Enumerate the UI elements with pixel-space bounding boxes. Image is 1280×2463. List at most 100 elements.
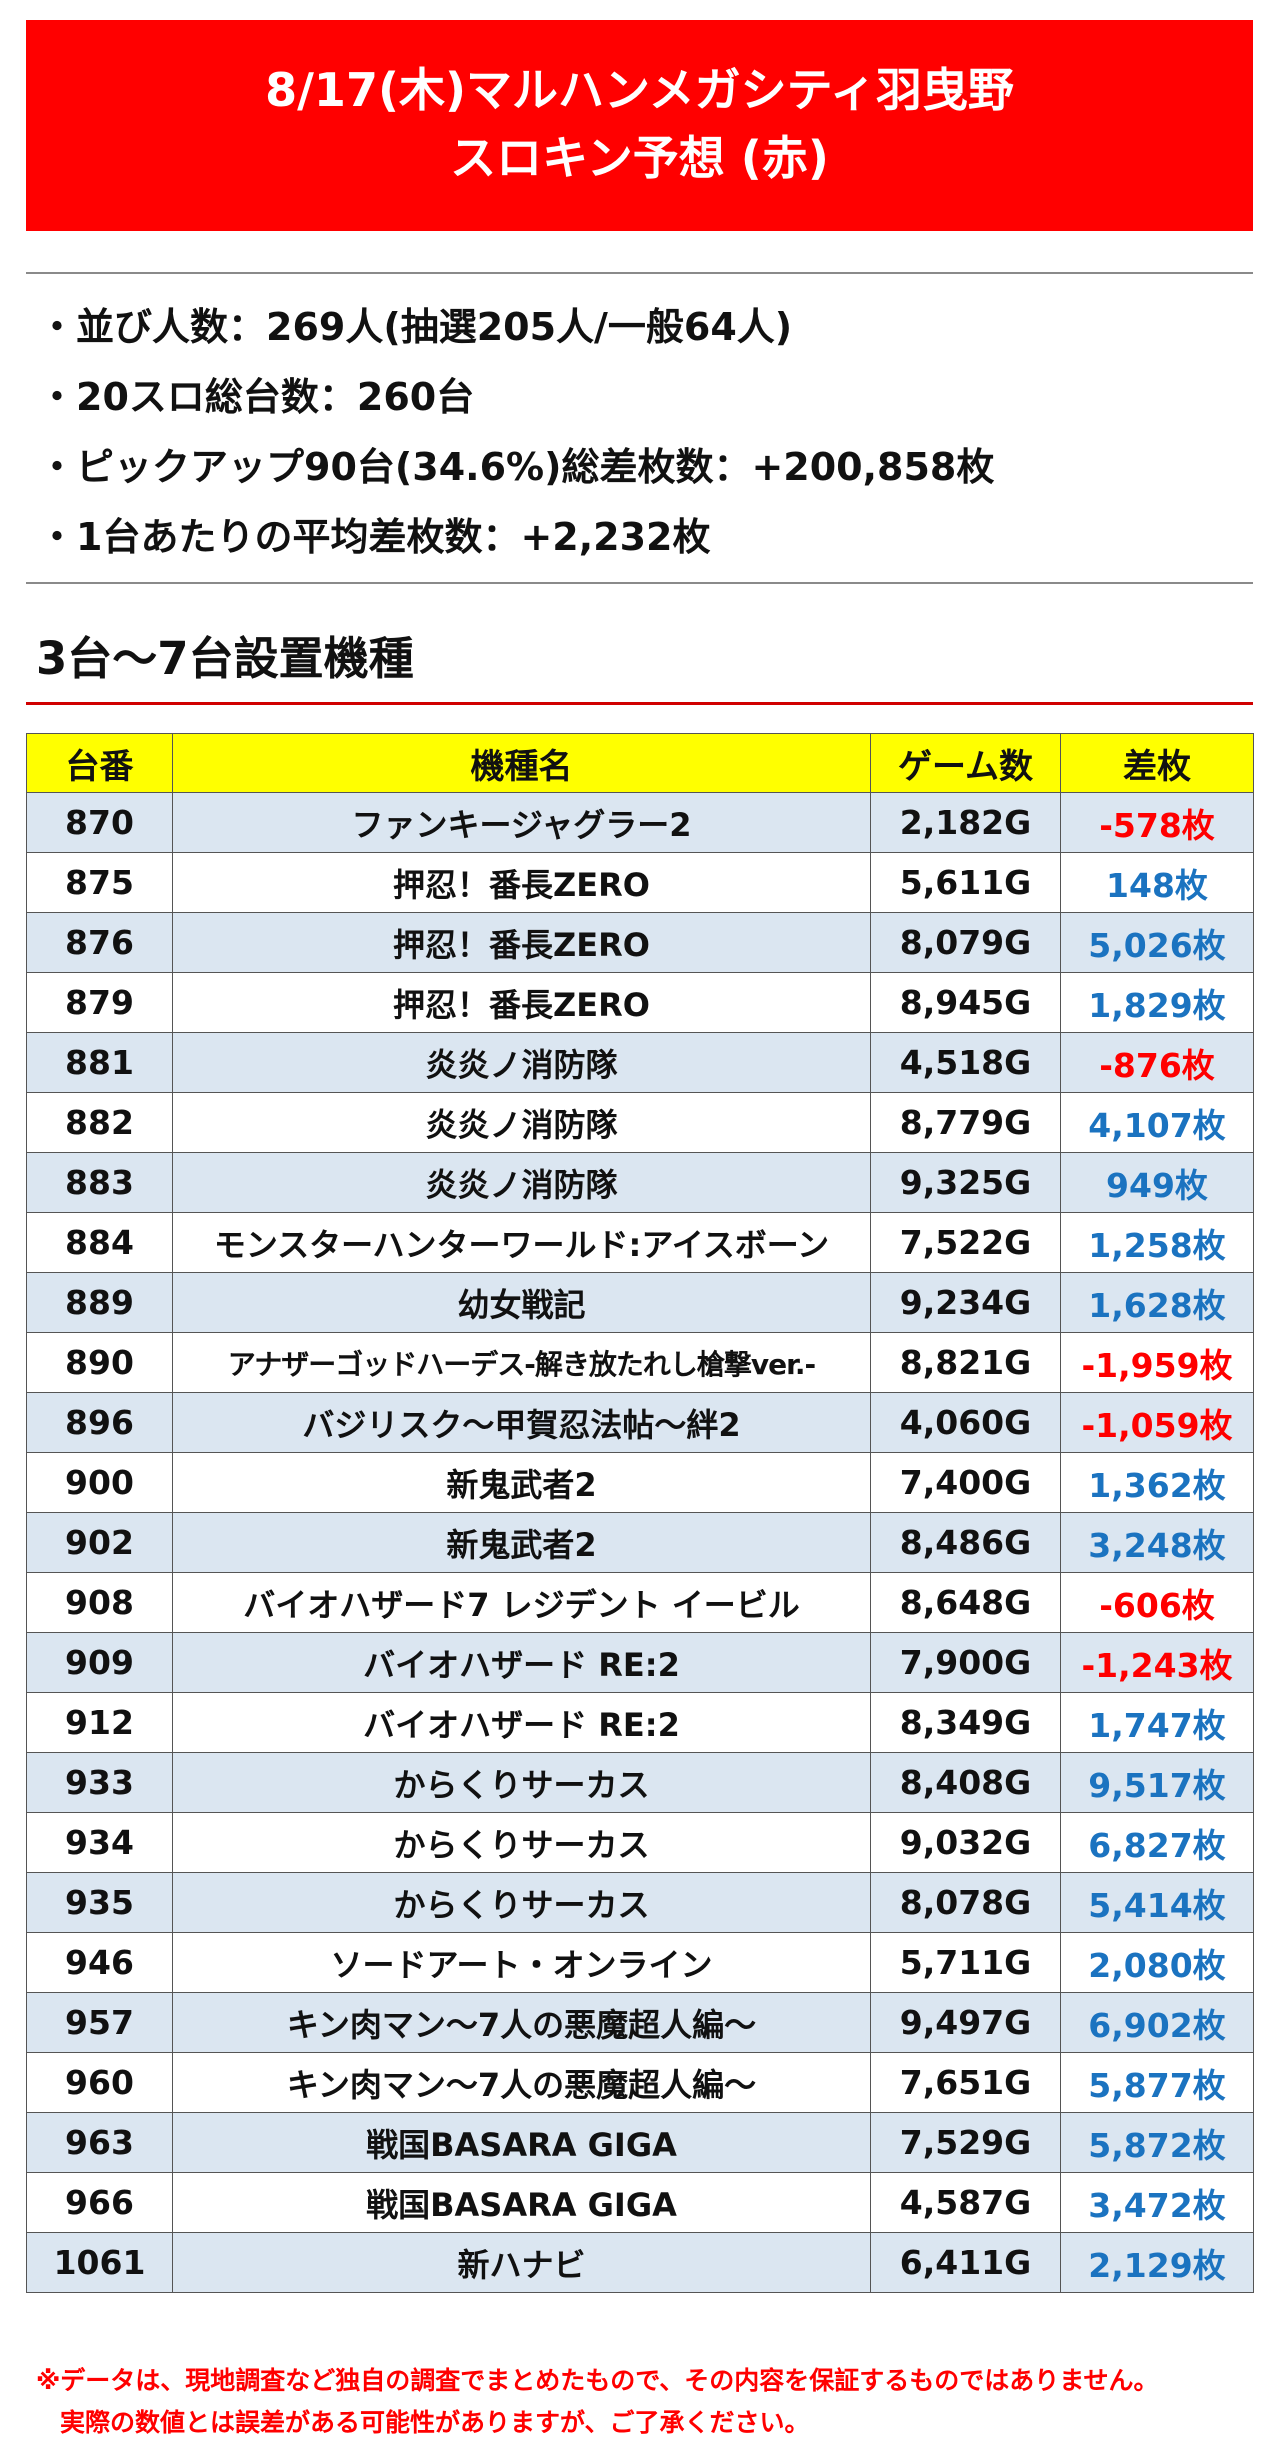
cell-number: 902 [26, 1512, 173, 1573]
cell-games: 9,497G [870, 1992, 1061, 2053]
table-row: 934 からくりサーカス 9,032G 6,827枚 [26, 1812, 1254, 1873]
cell-number: 890 [26, 1332, 173, 1393]
summary-pickup-diff: ・ピックアップ90台(34.6%)総差枚数：+200,858枚 [38, 445, 995, 489]
cell-number: 875 [26, 852, 173, 913]
table-row: 900 新鬼武者2 7,400G 1,362枚 [26, 1452, 1254, 1513]
header-games: ゲーム数 [870, 733, 1061, 793]
table-row: 896 バジリスク～甲賀忍法帖～絆2 4,060G -1,059枚 [26, 1392, 1254, 1453]
cell-machine-name: 戦国BASARA GIGA [172, 2112, 871, 2173]
cell-machine-name: 押忍！番長ZERO [172, 912, 871, 973]
cell-machine-name: ソードアート・オンライン [172, 1932, 871, 1993]
disclaimer-line-2: 実際の数値とは誤差がある可能性がありますが、ご了承ください。 [60, 2408, 810, 2437]
cell-machine-name: アナザーゴッドハーデス-解き放たれし槍撃ver.- [172, 1332, 871, 1393]
section-title: 3台～7台設置機種 [36, 632, 414, 685]
cell-diff: 6,902枚 [1060, 1992, 1254, 2053]
cell-machine-name: バイオハザード RE:2 [172, 1632, 871, 1693]
cell-games: 4,060G [870, 1392, 1061, 1453]
summary-total-machines: ・20スロ総台数：260台 [38, 375, 475, 419]
header-diff: 差枚 [1060, 733, 1254, 793]
cell-machine-name: ファンキージャグラー2 [172, 792, 871, 853]
cell-machine-name: 炎炎ノ消防隊 [172, 1032, 871, 1093]
page-title: 8/17(木)マルハンメガシティ羽曳野 [265, 63, 1014, 117]
cell-diff: 1,829枚 [1060, 972, 1254, 1033]
table-row: 960 キン肉マン～7人の悪魔超人編～ 7,651G 5,877枚 [26, 2052, 1254, 2113]
cell-games: 8,079G [870, 912, 1061, 973]
cell-number: 908 [26, 1572, 173, 1633]
cell-machine-name: キン肉マン～7人の悪魔超人編～ [172, 1992, 871, 2053]
cell-games: 4,518G [870, 1032, 1061, 1093]
cell-diff: 3,472枚 [1060, 2172, 1254, 2233]
table-row: 909 バイオハザード RE:2 7,900G -1,243枚 [26, 1632, 1254, 1693]
summary-average-diff: ・1台あたりの平均差枚数：+2,232枚 [38, 515, 711, 559]
table-row: 957 キン肉マン～7人の悪魔超人編～ 9,497G 6,902枚 [26, 1992, 1254, 2053]
cell-diff: 4,107枚 [1060, 1092, 1254, 1153]
cell-diff: 5,872枚 [1060, 2112, 1254, 2173]
cell-games: 2,182G [870, 792, 1061, 853]
header-number: 台番 [26, 733, 173, 793]
cell-machine-name: からくりサーカス [172, 1812, 871, 1873]
table-body: 870 ファンキージャグラー2 2,182G -578枚 875 押忍！番長ZERO 5,6… [26, 792, 1254, 2293]
cell-machine-name: 新鬼武者2 [172, 1452, 871, 1513]
cell-diff: 1,747枚 [1060, 1692, 1254, 1753]
cell-machine-name: 戦国BASARA GIGA [172, 2172, 871, 2233]
cell-number: 876 [26, 912, 173, 973]
cell-diff: 5,414枚 [1060, 1872, 1254, 1933]
page-subtitle: スロキン予想 (赤) [450, 131, 829, 185]
cell-games: 8,078G [870, 1872, 1061, 1933]
cell-machine-name: モンスターハンターワールド:アイスボーン [172, 1212, 871, 1273]
divider-top [26, 272, 1253, 274]
table-row: 889 幼女戦記 9,234G 1,628枚 [26, 1272, 1254, 1333]
cell-diff: 5,877枚 [1060, 2052, 1254, 2113]
cell-games: 6,411G [870, 2232, 1061, 2293]
cell-number: 933 [26, 1752, 173, 1813]
table-row: 879 押忍！番長ZERO 8,945G 1,829枚 [26, 972, 1254, 1033]
cell-machine-name: からくりサーカス [172, 1752, 871, 1813]
cell-machine-name: 押忍！番長ZERO [172, 972, 871, 1033]
table-row: 908 バイオハザード7 レジデント イービル 8,648G -606枚 [26, 1572, 1254, 1633]
cell-games: 5,711G [870, 1932, 1061, 1993]
cell-diff: -876枚 [1060, 1032, 1254, 1093]
table-row: 966 戦国BASARA GIGA 4,587G 3,472枚 [26, 2172, 1254, 2233]
cell-diff: 1,362枚 [1060, 1452, 1254, 1513]
cell-games: 9,325G [870, 1152, 1061, 1213]
cell-diff: 6,827枚 [1060, 1812, 1254, 1873]
table-row: 875 押忍！番長ZERO 5,611G 148枚 [26, 852, 1254, 913]
cell-machine-name: バイオハザード RE:2 [172, 1692, 871, 1753]
cell-machine-name: 幼女戦記 [172, 1272, 871, 1333]
cell-machine-name: バイオハザード7 レジデント イービル [172, 1572, 871, 1633]
table-row: 870 ファンキージャグラー2 2,182G -578枚 [26, 792, 1254, 853]
table-header-row: 台番 機種名 ゲーム数 差枚 [26, 733, 1254, 793]
summary-queue-count: ・並び人数：269人(抽選205人/一般64人) [38, 305, 793, 349]
cell-number: 879 [26, 972, 173, 1033]
table-row: 1061 新ハナビ 6,411G 2,129枚 [26, 2232, 1254, 2293]
table-row: 890 アナザーゴッドハーデス-解き放たれし槍撃ver.- 8,821G -1,959… [26, 1332, 1254, 1393]
table-row: 876 押忍！番長ZERO 8,079G 5,026枚 [26, 912, 1254, 973]
cell-diff: 9,517枚 [1060, 1752, 1254, 1813]
section-underline [26, 702, 1253, 705]
cell-games: 9,032G [870, 1812, 1061, 1873]
disclaimer: ※データは、現地調査など独自の調査でまとめたもので、その内容を保証するものではあ… [36, 2360, 1256, 2444]
cell-number: 900 [26, 1452, 173, 1513]
cell-number: 960 [26, 2052, 173, 2113]
cell-number: 896 [26, 1392, 173, 1453]
cell-diff: 1,628枚 [1060, 1272, 1254, 1333]
table-row: 933 からくりサーカス 8,408G 9,517枚 [26, 1752, 1254, 1813]
cell-number: 909 [26, 1632, 173, 1693]
cell-machine-name: 新鬼武者2 [172, 1512, 871, 1573]
cell-number: 912 [26, 1692, 173, 1753]
cell-number: 963 [26, 2112, 173, 2173]
cell-games: 8,408G [870, 1752, 1061, 1813]
cell-games: 5,611G [870, 852, 1061, 913]
cell-number: 946 [26, 1932, 173, 1993]
cell-games: 4,587G [870, 2172, 1061, 2233]
cell-machine-name: キン肉マン～7人の悪魔超人編～ [172, 2052, 871, 2113]
cell-diff: 148枚 [1060, 852, 1254, 913]
table-row: 912 バイオハザード RE:2 8,349G 1,747枚 [26, 1692, 1254, 1753]
disclaimer-line-1: ※データは、現地調査など独自の調査でまとめたもので、その内容を保証するものではあ… [36, 2366, 1159, 2395]
cell-games: 7,529G [870, 2112, 1061, 2173]
title-banner: 8/17(木)マルハンメガシティ羽曳野 スロキン予想 (赤) [26, 20, 1253, 231]
cell-number: 889 [26, 1272, 173, 1333]
table-row: 881 炎炎ノ消防隊 4,518G -876枚 [26, 1032, 1254, 1093]
cell-machine-name: 炎炎ノ消防隊 [172, 1092, 871, 1153]
summary-list: ・並び人数：269人(抽選205人/一般64人) ・20スロ総台数：260台 ・… [38, 292, 1238, 572]
